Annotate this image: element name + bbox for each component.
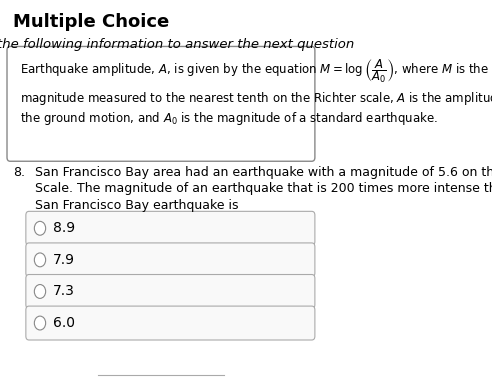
FancyBboxPatch shape xyxy=(26,243,315,277)
Text: 8.: 8. xyxy=(13,166,25,179)
FancyBboxPatch shape xyxy=(26,275,315,308)
Text: San Francisco Bay earthquake is: San Francisco Bay earthquake is xyxy=(35,199,239,211)
Text: 8.9: 8.9 xyxy=(53,221,75,235)
FancyBboxPatch shape xyxy=(7,47,315,161)
Circle shape xyxy=(34,316,46,330)
Text: Scale. The magnitude of an earthquake that is 200 times more intense than the: Scale. The magnitude of an earthquake th… xyxy=(35,182,492,196)
Text: 7.9: 7.9 xyxy=(53,253,75,267)
Text: Earthquake amplitude, $A$, is given by the equation $M = \log\left(\dfrac{A}{A_0: Earthquake amplitude, $A$, is given by t… xyxy=(20,57,489,85)
FancyBboxPatch shape xyxy=(26,306,315,340)
Text: the ground motion, and $A_0$ is the magnitude of a standard earthquake.: the ground motion, and $A_0$ is the magn… xyxy=(20,110,437,127)
Circle shape xyxy=(34,253,46,267)
Text: Multiple Choice: Multiple Choice xyxy=(13,13,170,31)
Text: 7.3: 7.3 xyxy=(53,284,74,298)
Circle shape xyxy=(34,284,46,298)
Circle shape xyxy=(34,221,46,235)
Text: 6.0: 6.0 xyxy=(53,316,75,330)
FancyBboxPatch shape xyxy=(26,211,315,245)
Text: San Francisco Bay area had an earthquake with a magnitude of 5.6 on the Richter: San Francisco Bay area had an earthquake… xyxy=(35,166,492,179)
Text: magnitude measured to the nearest tenth on the Richter scale, $A$ is the amplitu: magnitude measured to the nearest tenth … xyxy=(20,90,492,107)
Text: Use the following information to answer the next question: Use the following information to answer … xyxy=(0,38,354,51)
